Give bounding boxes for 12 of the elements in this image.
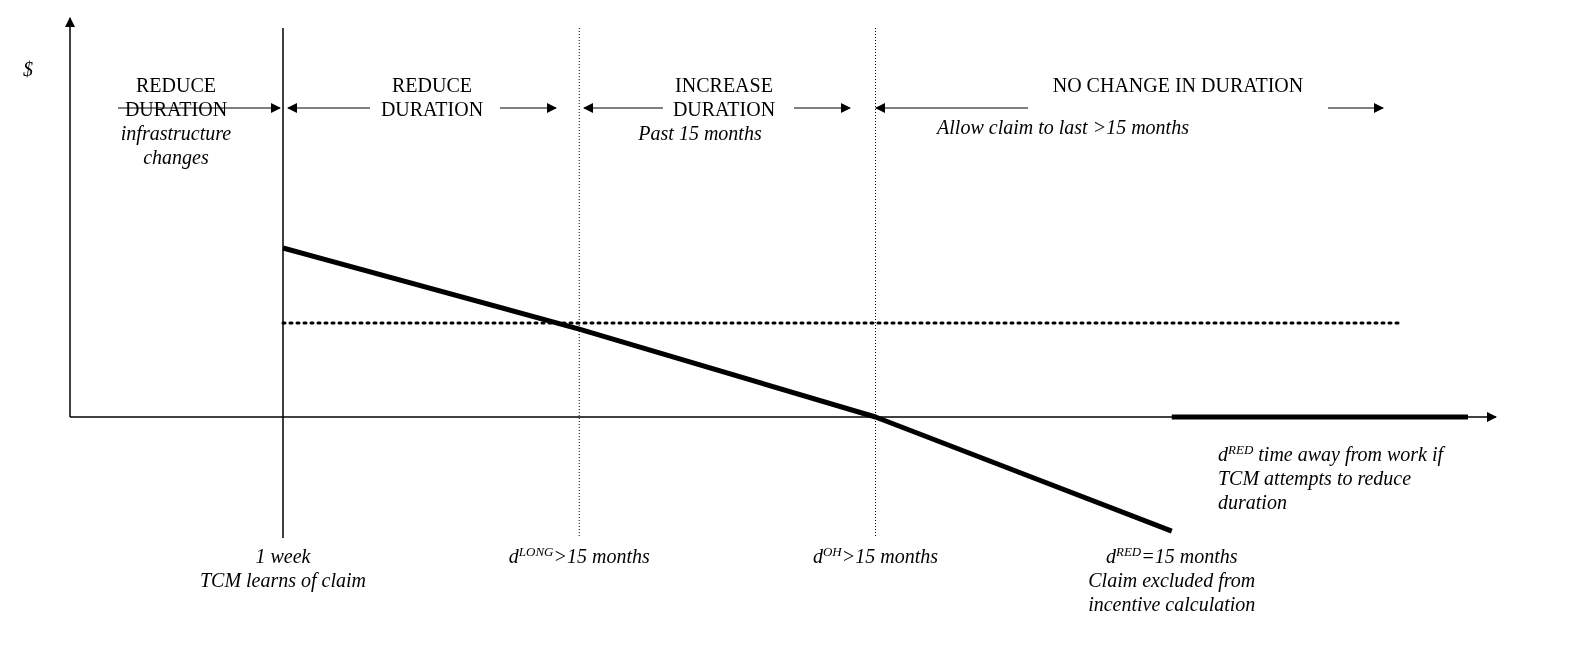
x-tick-label: 1 week TCM learns of claim xyxy=(199,545,367,592)
x-tick-label: d$^{LONG}$>15 months xyxy=(508,543,650,567)
x-tick-label: d$^{RED}$=15 months Claim excluded from incentive calculation xyxy=(1088,543,1256,615)
text: NO CHANGE IN DURATION xyxy=(1052,74,1304,96)
text: INCREASE DURATION xyxy=(672,74,776,120)
text: infrastructure changes xyxy=(120,122,232,169)
text: Past 15 months xyxy=(637,122,762,144)
text: $ xyxy=(23,58,33,80)
text: Allow claim to last >15 months xyxy=(935,116,1190,138)
annotation: d$^{RED}$ time away from work if TCM attempts to reduce duration xyxy=(1218,441,1446,513)
x-tick-label: d$^{OH}$>15 months xyxy=(812,543,939,567)
text: REDUCE DURATION xyxy=(380,74,484,120)
